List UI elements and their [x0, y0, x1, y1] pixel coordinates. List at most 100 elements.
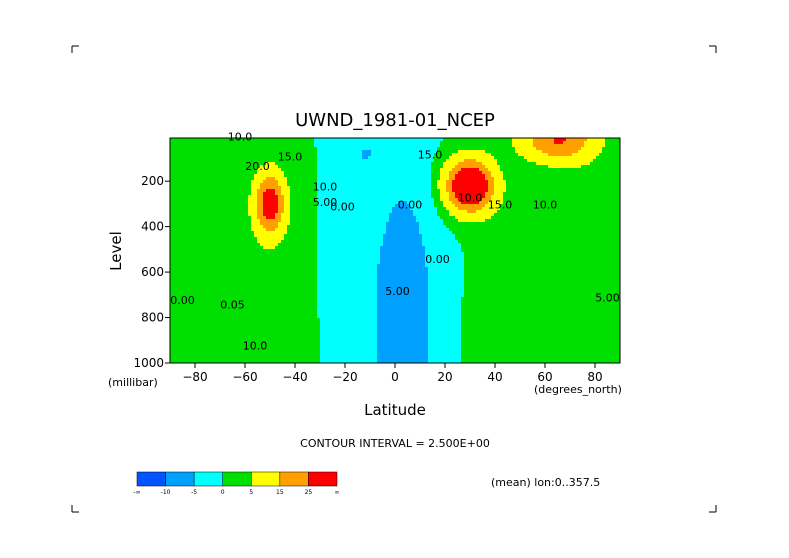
field-cell	[386, 141, 390, 145]
field-cell	[362, 198, 366, 202]
field-cell	[314, 183, 318, 187]
field-cell	[374, 150, 378, 154]
field-cell	[617, 156, 620, 160]
field-cell	[284, 174, 288, 178]
field-cell	[281, 186, 285, 190]
field-cell	[185, 234, 189, 238]
field-cell	[485, 144, 489, 148]
field-cell	[341, 216, 345, 220]
field-cell	[302, 174, 306, 178]
field-cell	[227, 153, 231, 157]
field-cell	[320, 159, 324, 163]
field-cell	[275, 171, 279, 175]
field-cell	[350, 186, 354, 190]
field-cell	[569, 210, 573, 214]
field-cell	[251, 183, 255, 187]
field-cell	[509, 180, 513, 184]
field-cell	[392, 180, 396, 184]
field-cell	[326, 213, 330, 217]
field-cell	[365, 213, 369, 217]
field-cell	[206, 210, 210, 214]
field-cell	[587, 198, 591, 202]
field-cell	[467, 225, 471, 229]
field-cell	[314, 207, 318, 211]
field-cell	[386, 147, 390, 151]
field-cell	[197, 237, 201, 241]
field-cell	[587, 207, 591, 211]
field-cell	[377, 174, 381, 178]
field-cell	[425, 150, 429, 154]
field-cell	[590, 171, 594, 175]
field-cell	[395, 177, 399, 181]
field-cell	[188, 153, 192, 157]
field-cell	[554, 138, 558, 142]
field-cell	[539, 225, 543, 229]
field-cell	[395, 141, 399, 145]
field-cell	[596, 165, 600, 169]
field-cell	[356, 204, 360, 208]
field-cell	[542, 228, 546, 232]
field-cell	[332, 234, 336, 238]
field-cell	[401, 201, 405, 205]
field-cell	[179, 183, 183, 187]
field-cell	[377, 141, 381, 145]
field-cell	[191, 180, 195, 184]
field-cell	[539, 153, 543, 157]
field-cell	[434, 159, 438, 163]
field-cell	[398, 150, 402, 154]
field-cell	[491, 174, 495, 178]
field-cell	[569, 186, 573, 190]
field-cell	[308, 162, 312, 166]
field-cell	[272, 189, 276, 193]
field-cell	[500, 138, 504, 142]
field-cell	[386, 186, 390, 190]
field-cell	[323, 180, 327, 184]
field-cell	[341, 192, 345, 196]
field-cell	[413, 201, 417, 205]
field-cell	[545, 168, 549, 172]
field-cell	[512, 213, 516, 217]
field-cell	[329, 219, 333, 223]
field-cell	[269, 165, 273, 169]
field-cell	[389, 222, 393, 226]
field-cell	[533, 234, 537, 238]
field-cell	[197, 195, 201, 199]
field-cell	[281, 219, 285, 223]
field-cell	[176, 228, 180, 232]
field-cell	[290, 234, 294, 238]
field-cell	[191, 159, 195, 163]
field-cell	[473, 162, 477, 166]
field-cell	[500, 222, 504, 226]
field-cell	[218, 231, 222, 235]
field-cell	[320, 183, 324, 187]
field-cell	[266, 177, 270, 181]
field-cell	[314, 195, 318, 199]
field-cell	[290, 156, 294, 160]
field-cell	[206, 231, 210, 235]
field-cell	[473, 228, 477, 232]
field-cell	[506, 222, 510, 226]
field-cell	[449, 216, 453, 220]
field-cell	[395, 201, 399, 205]
field-cell	[461, 150, 465, 154]
field-cell	[224, 150, 228, 154]
field-cell	[479, 204, 483, 208]
field-cell	[584, 207, 588, 211]
field-cell	[611, 177, 615, 181]
field-cell	[551, 186, 555, 190]
field-cell	[329, 150, 333, 154]
field-cell	[380, 183, 384, 187]
field-cell	[497, 168, 501, 172]
field-cell	[263, 192, 267, 196]
field-cell	[218, 234, 222, 238]
field-cell	[209, 180, 213, 184]
field-cell	[248, 195, 252, 199]
field-cell	[221, 231, 225, 235]
field-cell	[386, 153, 390, 157]
field-cell	[287, 192, 291, 196]
field-cell	[581, 159, 585, 163]
field-cell	[530, 201, 534, 205]
field-cell	[560, 216, 564, 220]
field-cell	[326, 171, 330, 175]
field-cell	[335, 204, 339, 208]
